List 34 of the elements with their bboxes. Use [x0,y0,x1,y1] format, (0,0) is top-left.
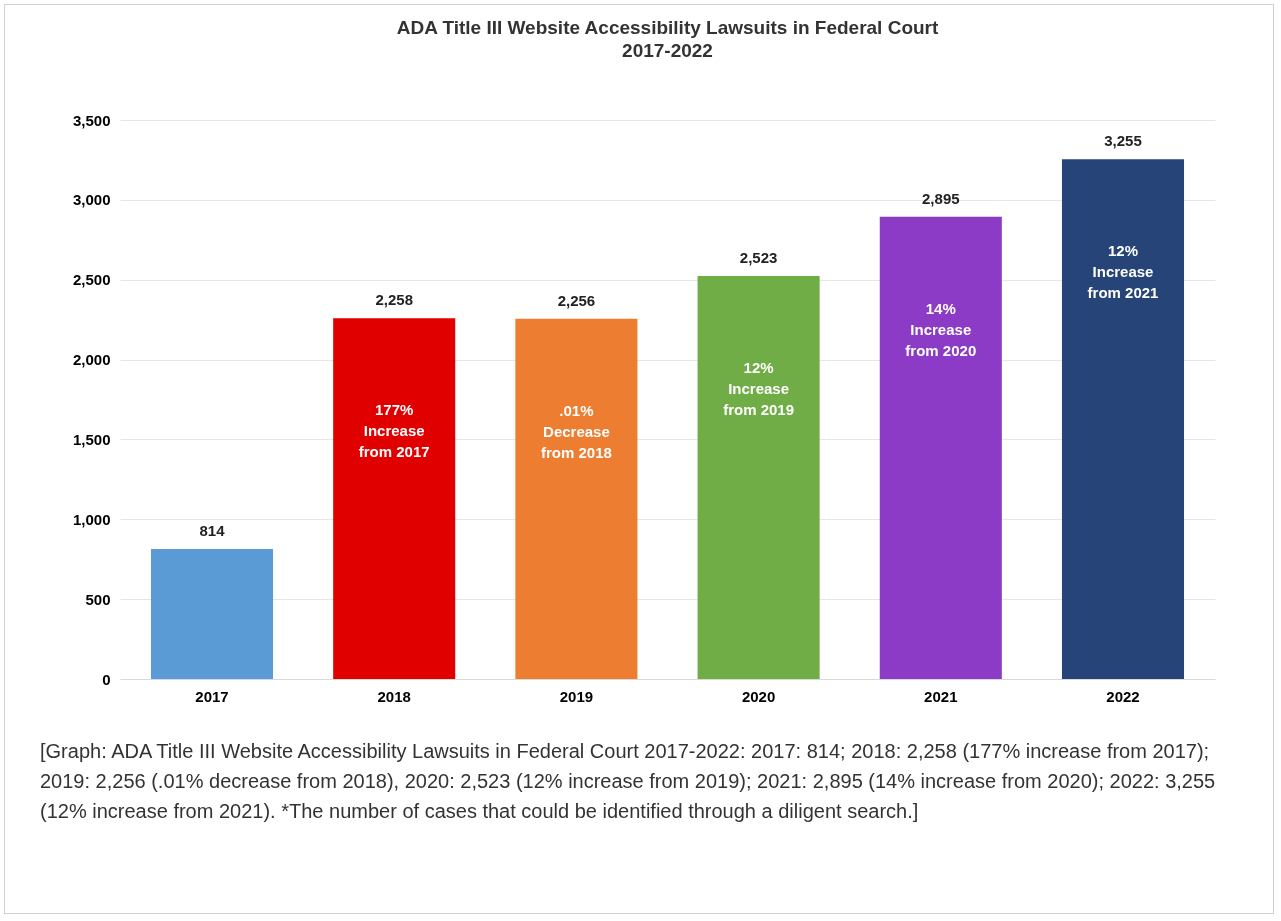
x-tick-label: 2019 [559,687,594,705]
data-label: 3,255 [1104,132,1142,150]
chart-subtitle: 2017-2022 [622,40,713,61]
bar [333,318,456,679]
annotation: 12% Increase from 2019 [723,359,795,419]
x-tick-label: 2022 [1106,687,1140,705]
bar [1061,159,1185,679]
x-tick-label: 2017 [195,687,229,705]
y-tick-label: 1,500 [72,430,111,448]
y-tick-label: 3,500 [72,111,111,129]
y-tick-label: 2,000 [72,351,111,369]
x-tick-label: 2020 [741,687,776,705]
bar [697,276,820,679]
annotation: 14% Increase from 2020 [905,299,977,359]
data-label: 2,258 [375,291,413,309]
y-tick-label: 2,500 [72,271,111,289]
data-label: 2,256 [557,291,596,309]
y-tick-label: 0 [102,670,111,688]
y-tick-label: 1,000 [72,510,111,528]
annotation: .01% Decrease from 2018 [540,401,612,461]
x-tick-label: 2021 [924,687,958,705]
bar [879,216,1002,679]
x-tick-label: 2018 [377,687,411,705]
data-label: 814 [199,521,226,539]
data-label: 2,895 [922,189,960,207]
bar [150,548,274,679]
bar [515,318,638,679]
data-label: 2,523 [739,249,778,267]
chart-title: ADA Title III Website Accessibility Lawsuits in Federal Court [396,17,939,38]
annotation: 12% Increase from 2021 [1087,242,1159,302]
annotation: 177% Increase from 2017 [358,401,430,461]
y-tick-label: 3,000 [72,191,111,209]
y-tick-label: 500 [85,590,111,608]
text: [Graph: ADA Title III Website Accessibility Lawsuits in Federal Court 2017-2022: 2017: 814; 2018: 2,258 (177% increase from 2017); 2019: 2,256 (.01% decrease from 2018), 2020: 2,523 (12% increase from 2019); 2021: 2,895 (14% increase from 2020); 2022: 3,255 (12% increase from 2021). *The number of cases that could be identified through a diligent search.] [40,739,1217,824]
